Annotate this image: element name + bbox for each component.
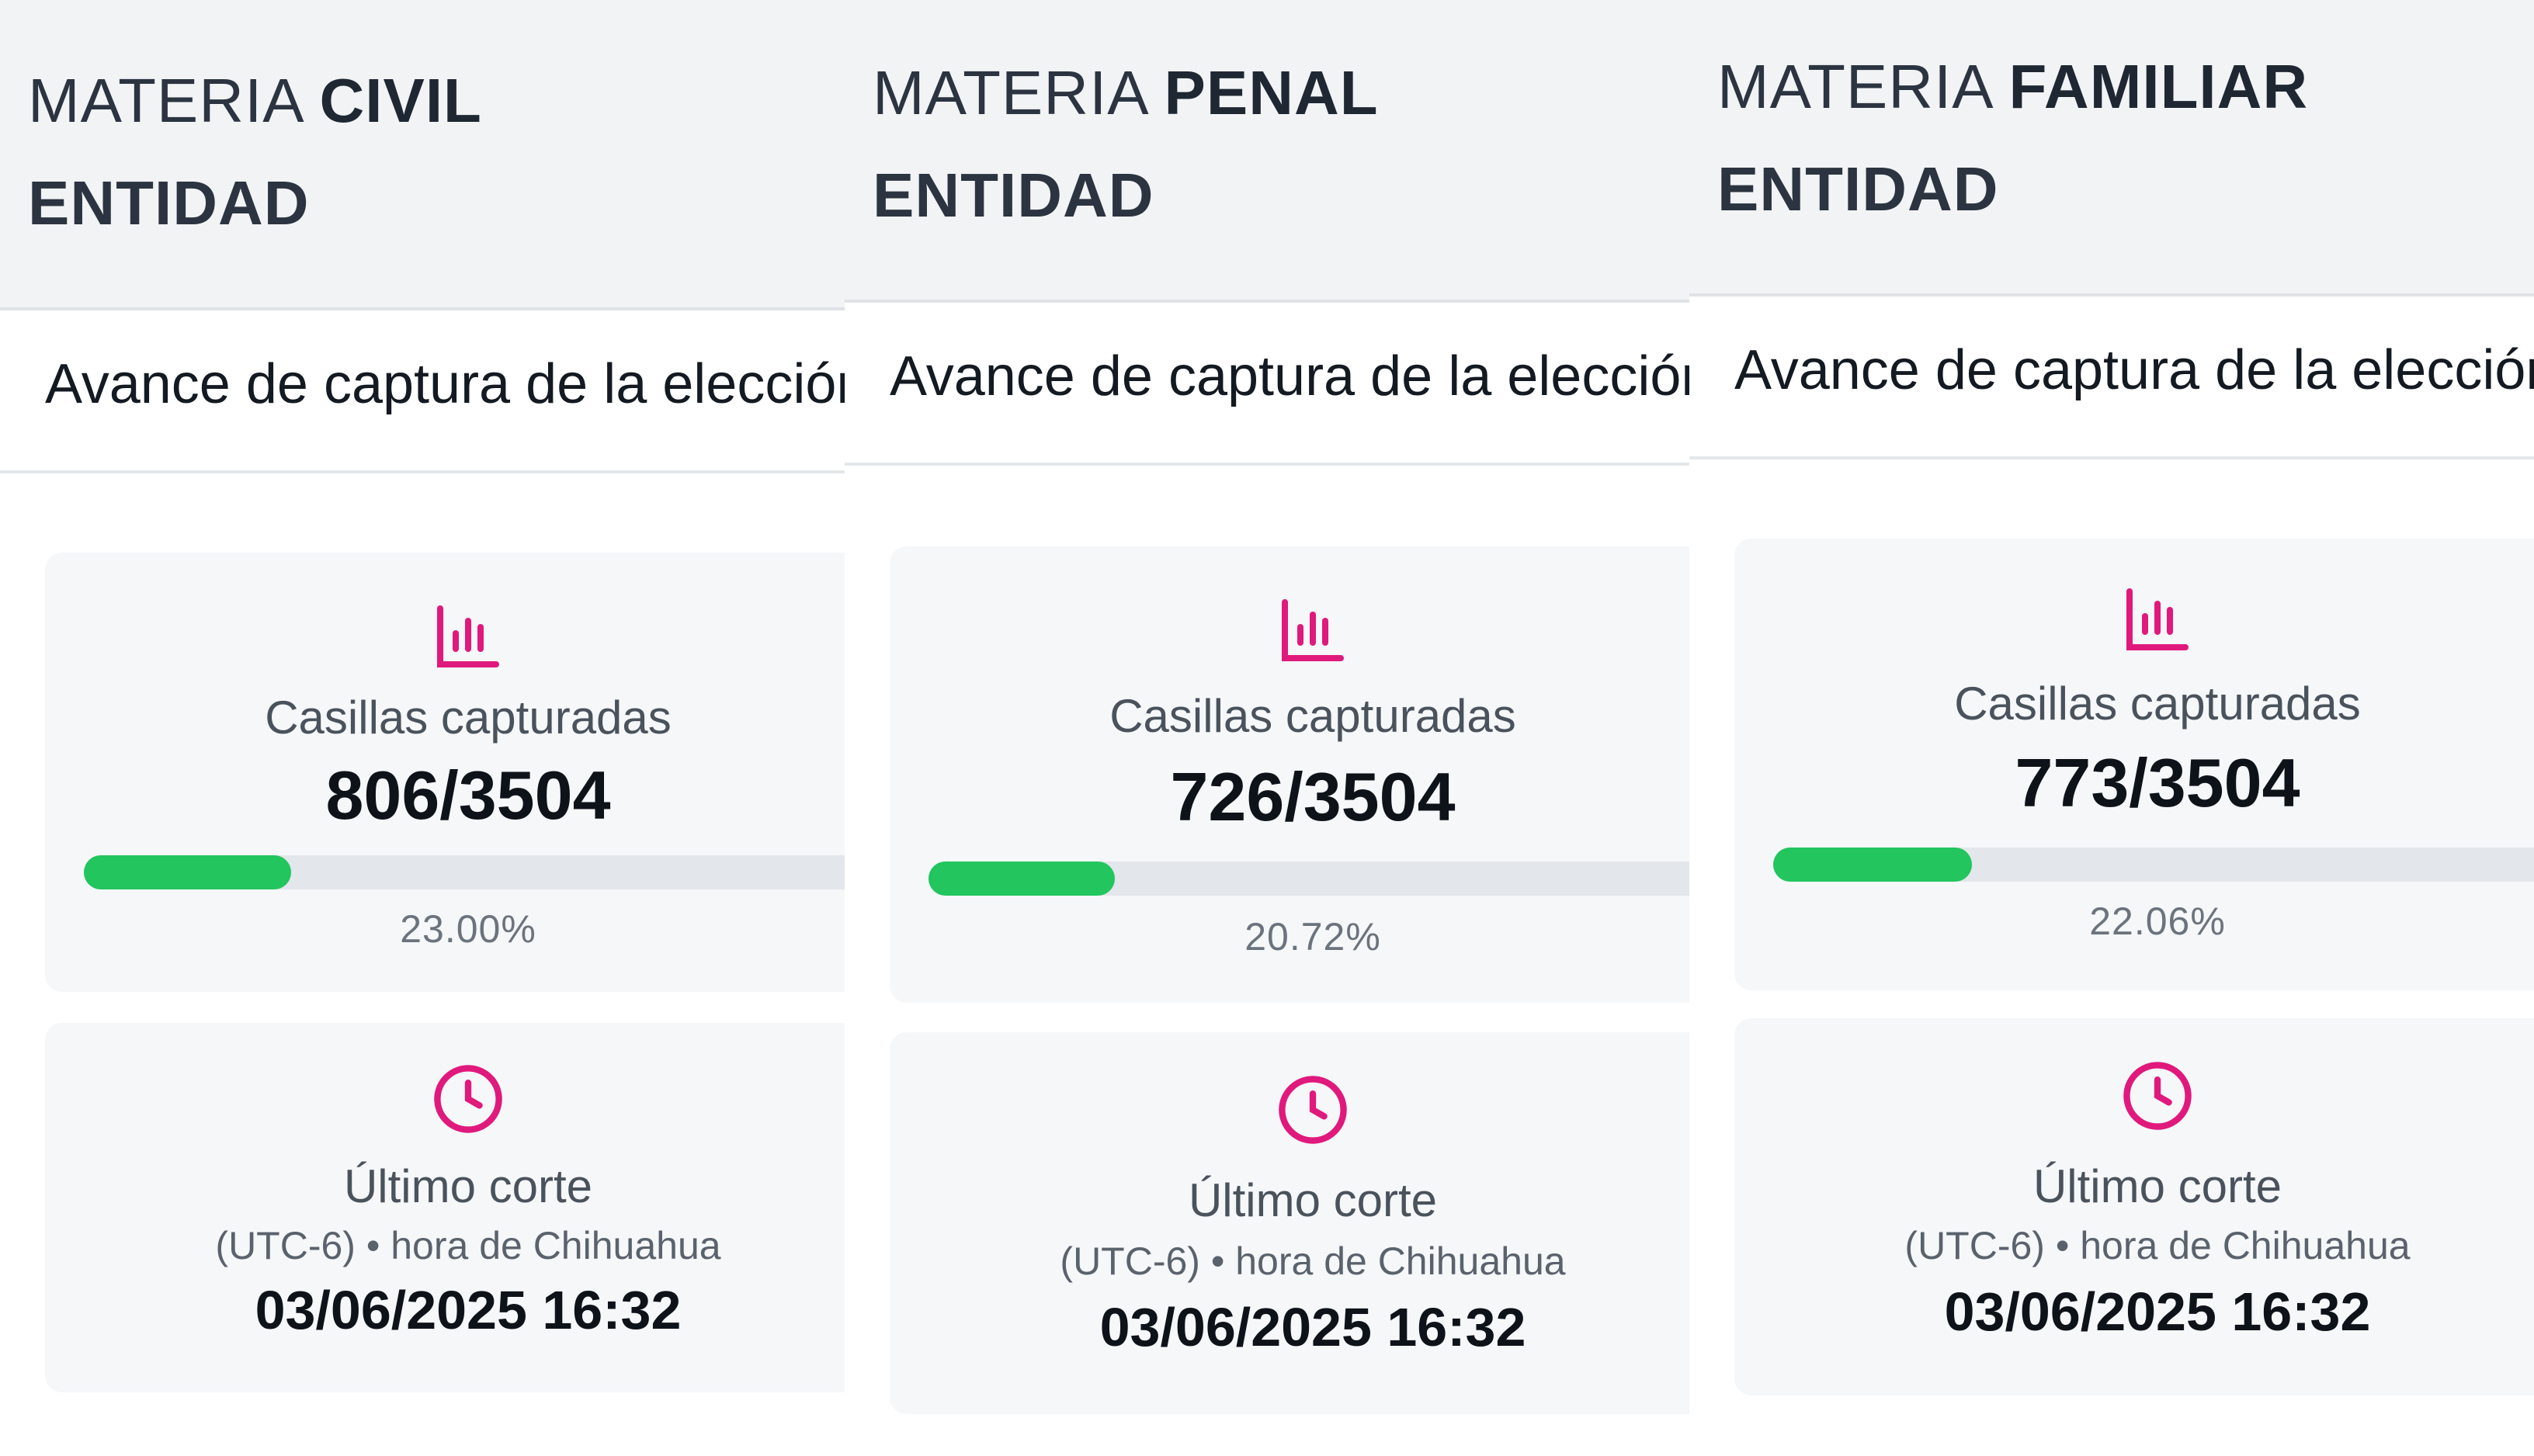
bar-chart-icon (1734, 582, 2534, 660)
panel-header: MATERIA FAMILIAR ENTIDAD (1689, 0, 2534, 296)
cutoff-datetime: 03/06/2025 16:32 (255, 1280, 682, 1340)
captured-count: 806/3504 (325, 757, 611, 834)
progress-percent: 23.00% (400, 907, 536, 951)
timezone-note: (UTC-6) • hora de Chihuahua (1904, 1224, 2411, 1267)
clock-icon (1734, 1057, 2534, 1139)
panel-header: MATERIA CIVIL ENTIDAD (0, 0, 845, 310)
results-panel-penal: MATERIA PENAL ENTIDAD Avance de captura … (845, 0, 1689, 1456)
entity-label: ENTIDAD (1717, 154, 1999, 224)
title-prefix: MATERIA (28, 66, 302, 135)
capture-progress-card: Casillas capturadas 726/3504 20.72% (890, 546, 1689, 1003)
progress-bar-fill (1773, 848, 1972, 882)
subtitle-bar: Avance de captura de la elección (1689, 300, 2534, 459)
results-panel-familiar: MATERIA FAMILIAR ENTIDAD Avance de captu… (1689, 0, 2534, 1456)
capture-progress-card: Casillas capturadas 806/3504 23.00% (45, 553, 845, 992)
progress-label: Casillas capturadas (265, 692, 672, 744)
entity-label: ENTIDAD (873, 161, 1154, 230)
progress-bar (929, 861, 1689, 896)
last-cutoff-label: Último corte (1188, 1174, 1438, 1226)
subtitle-bar: Avance de captura de la elección (0, 314, 845, 473)
last-cutoff-card: Último corte (UTC-6) • hora de Chihuahua… (45, 1023, 845, 1392)
clock-icon (890, 1071, 1689, 1153)
panel-header: MATERIA PENAL ENTIDAD (845, 0, 1689, 303)
section-subtitle: Avance de captura de la elección (890, 345, 1689, 407)
last-cutoff-label: Último corte (2032, 1160, 2282, 1212)
panel-title: MATERIA PENAL (873, 56, 1379, 130)
progress-bar-fill (929, 861, 1116, 896)
bar-chart-icon (890, 593, 1689, 671)
captured-count: 726/3504 (1170, 758, 1456, 835)
cutoff-datetime: 03/06/2025 16:32 (1944, 1281, 2371, 1342)
entity-label: ENTIDAD (28, 168, 310, 237)
panel-title: MATERIA FAMILIAR (1717, 50, 2308, 124)
section-subtitle: Avance de captura de la elección (1734, 339, 2534, 401)
last-cutoff-label: Último corte (343, 1160, 593, 1212)
title-prefix: MATERIA (1717, 52, 1991, 121)
captured-count: 773/3504 (2015, 744, 2300, 821)
progress-bar (1773, 848, 2534, 882)
clock-icon (45, 1060, 845, 1142)
materia-name: FAMILIAR (2008, 52, 2309, 121)
subtitle-bar: Avance de captura de la elección (845, 306, 1689, 466)
progress-label: Casillas capturadas (1954, 678, 2361, 730)
timezone-note: (UTC-6) • hora de Chihuahua (1060, 1239, 1566, 1283)
timezone-note: (UTC-6) • hora de Chihuahua (215, 1224, 721, 1267)
progress-label: Casillas capturadas (1109, 690, 1516, 742)
materia-name: CIVIL (319, 66, 482, 135)
last-cutoff-card: Último corte (UTC-6) • hora de Chihuahua… (890, 1032, 1689, 1414)
bar-chart-icon (45, 599, 845, 678)
title-prefix: MATERIA (873, 58, 1147, 127)
progress-percent: 22.06% (2089, 900, 2226, 943)
capture-progress-card: Casillas capturadas 773/3504 22.06% (1734, 539, 2534, 990)
section-subtitle: Avance de captura de la elección (45, 353, 845, 415)
panel-title: MATERIA CIVIL (28, 64, 482, 138)
last-cutoff-card: Último corte (UTC-6) • hora de Chihuahua… (1734, 1018, 2534, 1395)
results-panel-civil: MATERIA CIVIL ENTIDAD Avance de captura … (0, 0, 845, 1456)
progress-bar-fill (84, 855, 291, 889)
materia-name: PENAL (1164, 58, 1379, 127)
progress-bar (84, 855, 845, 889)
progress-percent: 20.72% (1244, 915, 1381, 959)
cutoff-datetime: 03/06/2025 16:32 (1099, 1297, 1526, 1357)
